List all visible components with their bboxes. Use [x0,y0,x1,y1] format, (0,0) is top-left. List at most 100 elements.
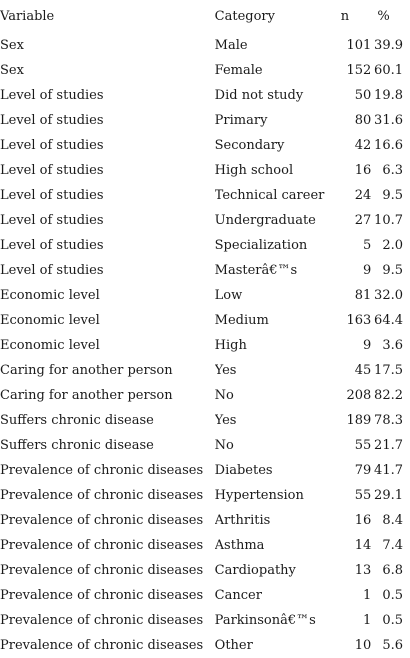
cell-percent: 9.5 [382,188,403,203]
header-row: Variable Category n % [0,0,410,33]
table-row: Level of studies High school 16 6.3 [0,158,410,183]
table-row: Prevalence of chronic diseases Other 10 5.6 [0,633,410,658]
cell-category: Yes [214,413,237,428]
cell-category: No [214,388,234,403]
cell-category: Male [214,38,248,53]
cell-variable: Economic level [0,338,100,353]
cell-percent: 64.4 [374,313,403,328]
cell-variable: Prevalence of chronic diseases [0,488,204,503]
cell-variable: Prevalence of chronic diseases [0,538,204,553]
cell-variable: Caring for another person [0,363,173,378]
table-row: Prevalence of chronic diseases Hypertensi… [0,483,410,508]
cell-variable: Prevalence of chronic diseases [0,463,204,478]
cell-percent: 0.5 [382,588,403,603]
cell-variable: Caring for another person [0,388,173,403]
table-row: Sex Female 152 60.1 [0,58,410,83]
cell-variable: Level of studies [0,163,104,178]
cell-n: 16 [354,513,372,528]
cell-category: Cancer [214,588,262,603]
cell-variable: Level of studies [0,263,104,278]
table-row: Suffers chronic disease Yes 189 78.3 [0,408,410,433]
cell-n: 45 [354,363,372,378]
table-row: Economic level Medium 163 64.4 [0,308,410,333]
cell-percent: 8.4 [382,513,403,528]
table-row: Caring for another person No 208 82.2 [0,383,410,408]
cell-percent: 9.5 [382,263,403,278]
cell-category: Other [214,638,253,653]
cell-percent: 78.3 [374,413,403,428]
table-row: Suffers chronic disease No 55 21.7 [0,433,410,458]
cell-n: 55 [354,488,372,503]
cell-n: 50 [354,88,372,103]
cell-category: Did not study [214,88,304,103]
table-row: Caring for another person Yes 45 17.5 [0,358,410,383]
cell-category: Technical career [214,188,325,203]
table-body: Sex Male 101 39.9 Sex Female 152 60.1 Level of s… [0,33,410,658]
cell-category: Diabetes [214,463,273,478]
cell-n: 14 [354,538,372,553]
cell-category: Hypertension [214,488,304,503]
table-row: Prevalence of chronic diseases Parkinsonâ… [0,608,410,633]
cell-n: 10 [354,638,372,653]
table-row: Level of studies Specialization 5 2.0 [0,233,410,258]
column-header-category: Category [214,9,275,24]
cell-variable: Prevalence of chronic diseases [0,588,204,603]
cell-n: 152 [346,63,372,78]
cell-variable: Level of studies [0,113,104,128]
cell-percent: 32.0 [374,288,403,303]
cell-n: 9 [363,263,372,278]
cell-category: Parkinsonâ€™s [214,613,316,628]
table-row: Sex Male 101 39.9 [0,33,410,58]
cell-n: 16 [354,163,372,178]
cell-variable: Level of studies [0,238,104,253]
cell-variable: Level of studies [0,213,104,228]
cell-category: Low [214,288,243,303]
table-row: Economic level High 9 3.6 [0,333,410,358]
cell-variable: Level of studies [0,188,104,203]
cell-category: High school [214,163,294,178]
cell-percent: 60.1 [374,63,403,78]
cell-category: Primary [214,113,268,128]
cell-n: 79 [354,463,372,478]
cell-variable: Level of studies [0,88,104,103]
column-header-variable: Variable [0,9,55,24]
table-header: Variable Category n % [0,0,410,33]
cell-n: 163 [346,313,372,328]
cell-category: Arthritis [214,513,271,528]
table-row: Prevalence of chronic diseases Arthritis 1… [0,508,410,533]
cell-percent: 6.3 [382,163,403,178]
cell-percent: 2.0 [382,238,403,253]
cell-category: Asthma [214,538,265,553]
column-header-percent: % [377,9,390,24]
cell-variable: Sex [0,63,24,78]
cell-percent: 17.5 [374,363,403,378]
cell-n: 80 [354,113,372,128]
cell-percent: 6.8 [382,563,403,578]
cell-variable: Prevalence of chronic diseases [0,563,204,578]
cell-variable: Suffers chronic disease [0,438,154,453]
cell-percent: 5.6 [382,638,403,653]
cell-n: 1 [363,613,372,628]
cell-n: 42 [354,138,372,153]
cell-percent: 16.6 [374,138,403,153]
cell-percent: 29.1 [374,488,403,503]
cell-percent: 7.4 [382,538,403,553]
cell-n: 9 [363,338,372,353]
cell-variable: Prevalence of chronic diseases [0,638,204,653]
cell-category: Masterâ€™s [214,263,298,278]
cell-n: 24 [354,188,372,203]
cell-percent: 21.7 [374,438,403,453]
cell-variable: Prevalence of chronic diseases [0,613,204,628]
cell-variable: Prevalence of chronic diseases [0,513,204,528]
cell-n: 13 [354,563,372,578]
cell-variable: Suffers chronic disease [0,413,154,428]
cell-n: 5 [363,238,372,253]
column-header-n: n [340,9,350,24]
cell-n: 189 [346,413,372,428]
table-row: Level of studies Undergraduate 27 10.7 [0,208,410,233]
cell-category: No [214,438,234,453]
cell-percent: 19.8 [374,88,403,103]
cell-category: Cardiopathy [214,563,296,578]
table-row: Prevalence of chronic diseases Asthma 14 7.… [0,533,410,558]
